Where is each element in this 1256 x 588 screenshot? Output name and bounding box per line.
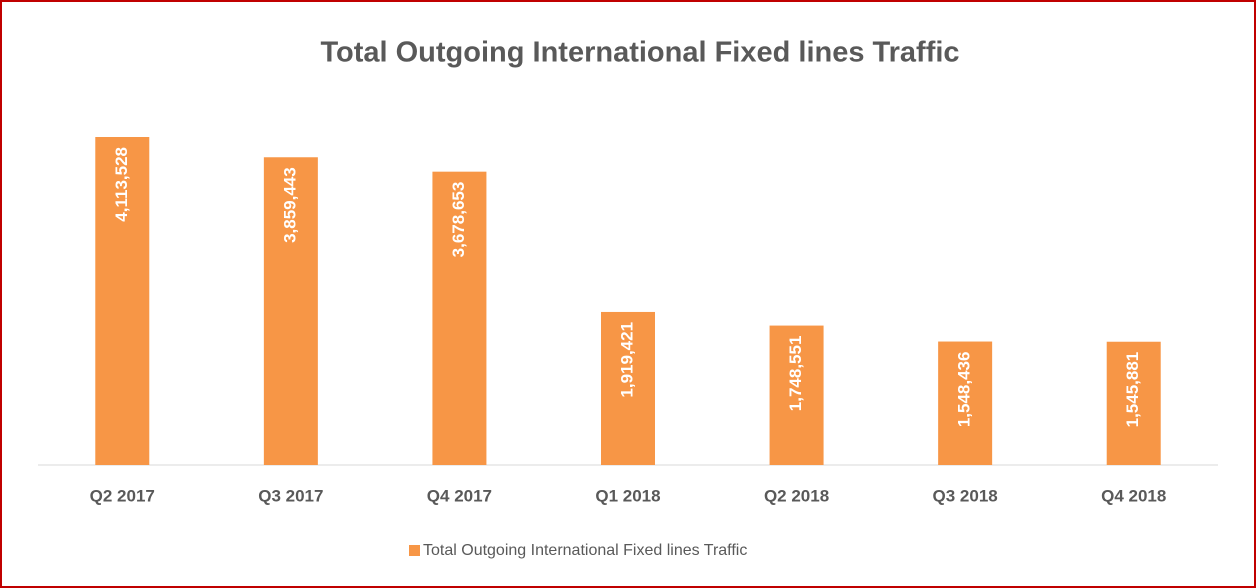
data-label: 3,859,443 xyxy=(280,167,299,243)
x-tick-label: Q2 2017 xyxy=(90,486,155,505)
data-label: 4,113,528 xyxy=(112,147,131,222)
data-label: 3,678,653 xyxy=(449,182,468,258)
bar xyxy=(601,311,655,465)
x-tick-label: Q3 2017 xyxy=(258,486,323,505)
bar xyxy=(938,341,993,465)
data-label: 1,545,881 xyxy=(1123,352,1142,428)
data-label: 1,748,551 xyxy=(786,336,805,412)
legend-swatch xyxy=(409,545,420,556)
x-tick-label: Q3 2018 xyxy=(933,486,998,505)
bar xyxy=(263,157,318,465)
data-label: 1,548,436 xyxy=(955,352,974,428)
bar xyxy=(95,137,150,465)
legend-label: Total Outgoing International Fixed lines… xyxy=(423,542,747,559)
x-tick-label: Q2 2018 xyxy=(764,486,829,505)
x-tick-label: Q4 2017 xyxy=(427,486,492,505)
x-tick-label: Q4 2018 xyxy=(1101,486,1166,505)
x-tick-label: Q1 2018 xyxy=(595,486,660,505)
data-label: 1,919,421 xyxy=(617,322,636,398)
bar xyxy=(1106,341,1161,465)
chart-title: Total Outgoing International Fixed lines… xyxy=(320,37,959,69)
bar xyxy=(769,325,824,465)
bar xyxy=(432,171,487,465)
